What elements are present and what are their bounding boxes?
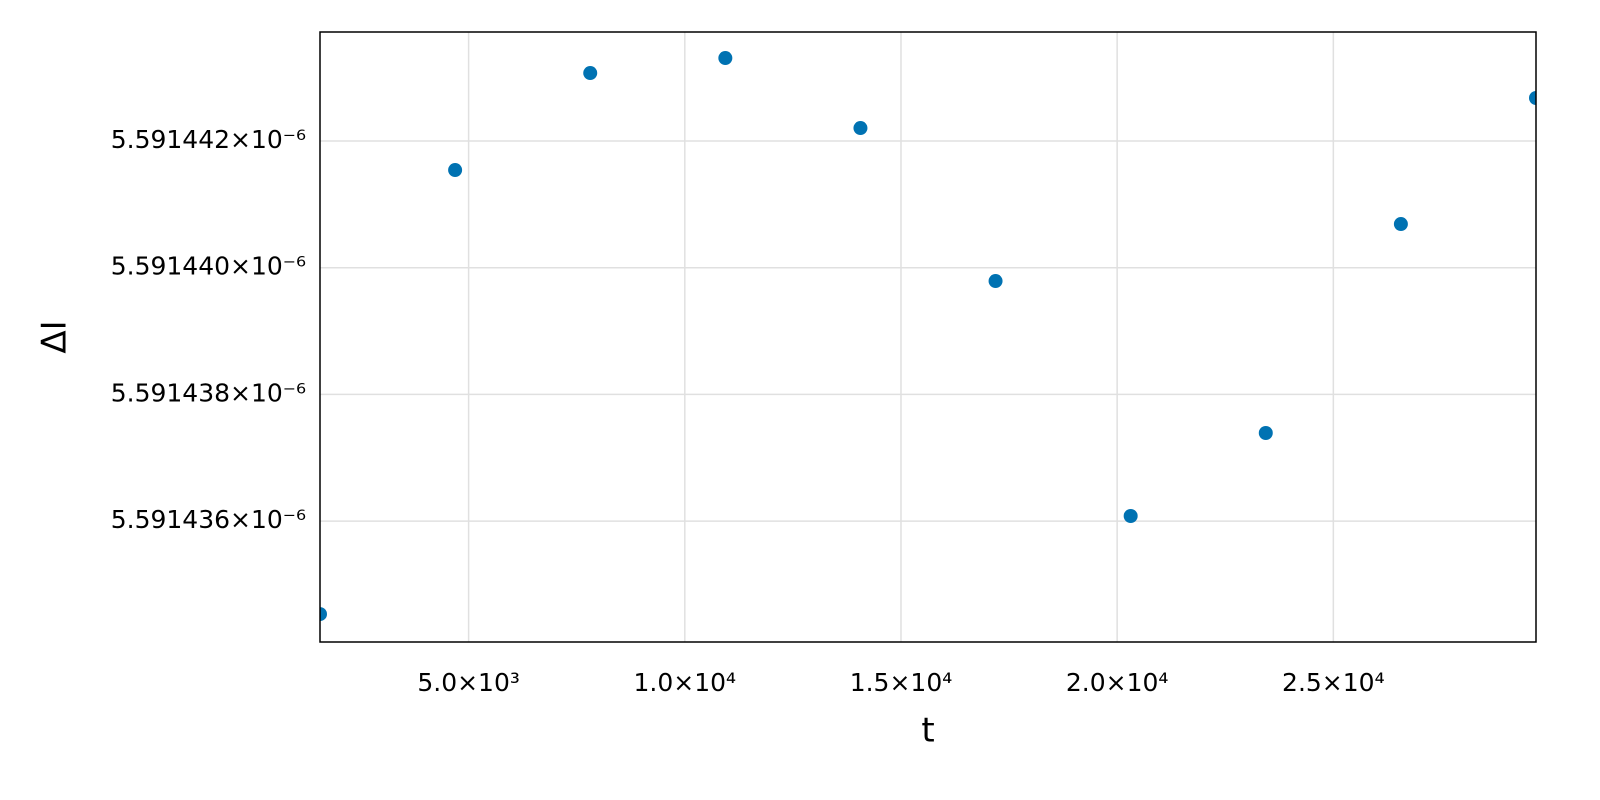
y-tick-label: 5.591436×10⁻⁶ xyxy=(111,505,306,534)
x-tick-label: 5.0×10³ xyxy=(417,668,520,697)
x-tick-label: 2.0×10⁴ xyxy=(1066,668,1169,697)
points xyxy=(320,51,1536,622)
point xyxy=(1258,426,1273,441)
y-axis-label: ΔI xyxy=(35,320,75,353)
point xyxy=(718,51,733,66)
grid xyxy=(320,32,1536,642)
point xyxy=(448,163,463,178)
y-tick-label: 5.591440×10⁻⁶ xyxy=(111,252,306,281)
y-tick-label: 5.591442×10⁻⁶ xyxy=(111,125,306,154)
point xyxy=(988,274,1003,289)
point xyxy=(1123,508,1138,523)
x-tick-label: 2.5×10⁴ xyxy=(1282,668,1385,697)
point xyxy=(1393,217,1408,232)
x-tick-label: 1.5×10⁴ xyxy=(850,668,953,697)
point xyxy=(1529,91,1536,106)
point xyxy=(320,607,327,622)
point xyxy=(583,66,598,81)
plot-frame xyxy=(319,31,1537,643)
point xyxy=(853,121,868,136)
y-tick-label: 5.591438×10⁻⁶ xyxy=(111,378,306,407)
x-tick-label: 1.0×10⁴ xyxy=(634,668,737,697)
x-axis-label: t xyxy=(921,711,934,751)
